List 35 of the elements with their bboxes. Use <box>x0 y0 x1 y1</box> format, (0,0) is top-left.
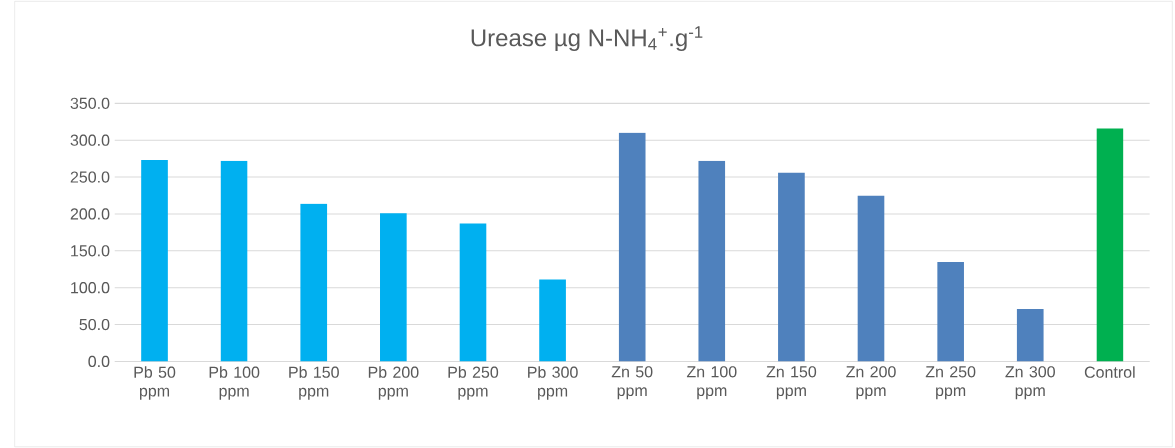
y-tick-label: 0.0 <box>88 355 110 368</box>
y-tick-label: 250.0 <box>70 171 110 183</box>
y-tick-label: 100.0 <box>71 281 110 294</box>
x-tick-label: Pb 150 ppm <box>289 366 339 400</box>
bar <box>1096 128 1124 362</box>
x-tick-label: Pb 300 ppm <box>528 366 578 400</box>
chart-title: Urease µg N-NH$_{4}$$^{+}$.g$^{-1}$ <box>471 26 703 52</box>
bar <box>698 160 726 362</box>
x-tick-label: Pb 50 ppm <box>134 366 176 400</box>
x-tick-label: Zn 100 ppm <box>686 366 737 400</box>
x-tick-label: Zn 300 ppm <box>1005 366 1055 400</box>
bar <box>141 160 168 362</box>
y-tick-label: 150.0 <box>71 245 110 257</box>
bar <box>300 203 328 362</box>
x-tick-label: Zn 250 ppm <box>925 366 976 400</box>
x-tick-label: Control <box>1084 366 1135 378</box>
y-tick-label: 50.0 <box>79 318 110 331</box>
bar <box>459 223 487 362</box>
y-tick-label: 300.0 <box>70 134 110 146</box>
bar <box>778 172 805 362</box>
x-tick-label: Zn 50 ppm <box>611 366 653 400</box>
x-tick-label: Pb 100 ppm <box>209 366 260 400</box>
bar <box>857 195 885 362</box>
x-tick-label: Pb 200 ppm <box>368 366 419 400</box>
y-tick-label: 200.0 <box>70 208 110 220</box>
bar <box>220 160 248 362</box>
y-tick-label: 350.0 <box>70 97 110 109</box>
bar <box>618 132 646 362</box>
x-tick-label: Zn 150 ppm <box>766 366 817 400</box>
x-tick-label: Pb 250 ppm <box>448 366 499 400</box>
bar <box>539 279 566 362</box>
x-tick-label: Zn 200 ppm <box>846 366 896 400</box>
bar <box>380 213 407 362</box>
bar <box>937 261 964 362</box>
bar <box>1016 309 1044 362</box>
